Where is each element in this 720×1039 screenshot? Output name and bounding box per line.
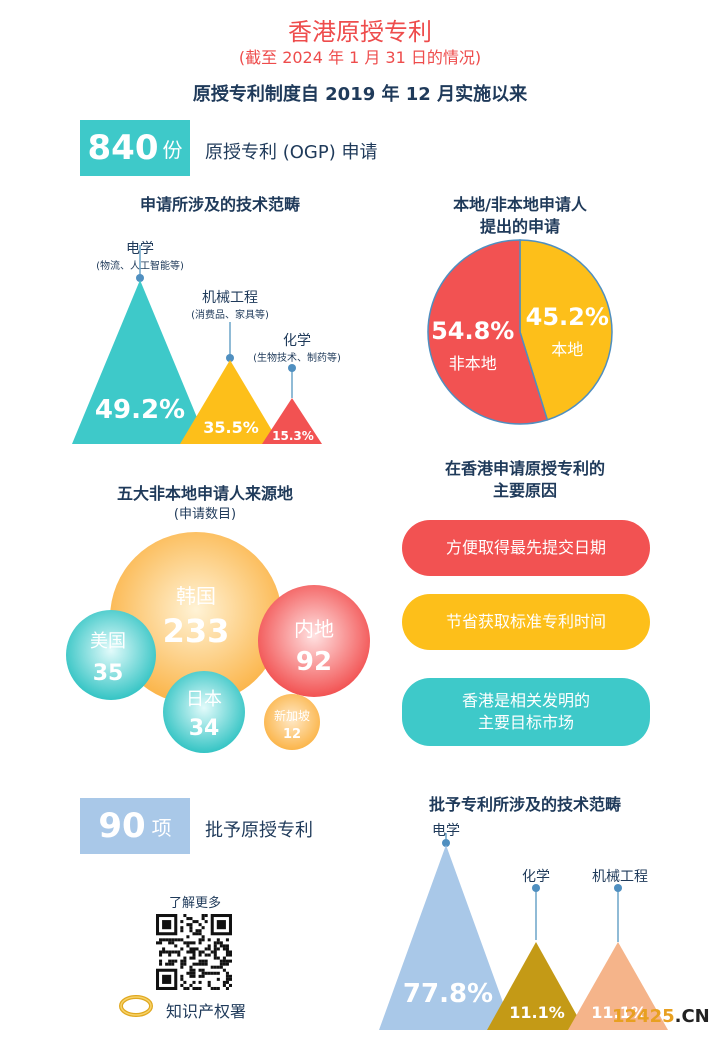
applicants-title: 本地/非本地申请人 提出的申请	[410, 194, 630, 238]
reason-1-line1: 方便取得最先提交日期	[445, 538, 606, 557]
bubble-japan-name: 日本	[186, 689, 222, 710]
bubble-mainland-count: 92	[296, 647, 332, 677]
tech-fields-title: 申请所涉及的技术范畴	[139, 195, 300, 214]
pie-slice-local	[519, 239, 613, 421]
applicants-pie: 45.2% 本地 54.8% 非本地	[427, 239, 613, 425]
granted-label-mechanical: 机械工程	[592, 869, 648, 885]
watermark: 12425.CN	[612, 1006, 710, 1027]
granted-label-electrical: 电学	[432, 823, 460, 839]
granted-fields-title: 批予专利所涉及的技术范畴	[428, 795, 621, 814]
sources-subtitle: (申请数目)	[173, 507, 237, 522]
tech-percent-electrical: 49.2%	[95, 395, 185, 425]
tech-label-chemical: 化学	[283, 333, 311, 349]
tech-note-chemical: (生物技术、制药等)	[253, 353, 341, 364]
applications-count: 840	[87, 128, 159, 168]
reason-pill-2: 节省获取标准专利时间	[402, 594, 650, 650]
applicants-title-line2: 提出的申请	[479, 217, 560, 236]
pie-slice-nonlocal-percent: 54.8%	[431, 317, 514, 345]
reason-pill-1: 方便取得最先提交日期	[402, 520, 650, 576]
learn-more-label: 了解更多	[168, 896, 221, 911]
pie-slice-nonlocal	[427, 239, 549, 425]
org-name: 知识产权署	[166, 1002, 247, 1021]
bubble-usa	[66, 610, 156, 700]
reason-pill-3: 香港是相关发明的 主要目标市场	[402, 678, 650, 746]
granted-triangle-electrical	[379, 845, 513, 1030]
pie-slice-local-label: 本地	[551, 340, 583, 359]
pie-slice-nonlocal-label: 非本地	[449, 354, 497, 373]
applications-kpi-box: 840 份	[80, 120, 190, 176]
bubble-japan	[163, 671, 245, 753]
applicants-title-line1: 本地/非本地申请人	[453, 195, 587, 214]
granted-label: 批予原授专利	[205, 820, 313, 841]
tech-percent-chemical: 15.3%	[272, 429, 314, 443]
granted-count: 90	[98, 806, 146, 846]
tech-triangle-mechanical	[180, 360, 280, 444]
reason-3-line2: 主要目标市场	[477, 713, 574, 732]
tech-triangle-electrical	[72, 280, 208, 444]
pie-slice-local-percent: 45.2%	[526, 303, 609, 331]
tech-note-mechanical: (消费品、家具等)	[191, 310, 269, 321]
granted-triangle-chemical	[487, 942, 585, 1030]
tech-label-mechanical: 机械工程	[202, 290, 258, 306]
watermark-suffix: .CN	[674, 1006, 710, 1027]
qr-code-icon[interactable]	[156, 914, 232, 990]
granted-label-chemical: 化学	[522, 869, 550, 885]
bubble-japan-count: 34	[189, 716, 220, 741]
bubble-mainland-name: 内地	[294, 617, 334, 641]
applications-label: 原授专利 (OGP) 申请	[205, 142, 378, 163]
bubble-usa-name: 美国	[90, 631, 126, 652]
granted-unit: 项	[151, 815, 172, 840]
granted-percent-electrical: 77.8%	[403, 979, 493, 1009]
bubble-korea-count: 233	[163, 612, 230, 650]
tech-percent-mechanical: 35.5%	[203, 418, 259, 437]
granted-percent-mechanical: 11.1%	[591, 1003, 647, 1022]
granted-kpi-box: 90 项	[80, 798, 190, 854]
page-title: 香港原授专利	[288, 18, 432, 46]
bubble-singapore-count: 12	[283, 727, 301, 742]
tech-triangle-chemical	[262, 398, 322, 444]
reasons-title: 在香港申请原授专利的 主要原因	[400, 458, 650, 502]
watermark-number: 12425	[612, 1006, 675, 1027]
bubble-usa-count: 35	[93, 661, 124, 686]
reason-2-line1: 节省获取标准专利时间	[445, 612, 606, 631]
bubble-singapore-name: 新加坡	[274, 708, 310, 723]
reasons-title-line2: 主要原因	[492, 481, 557, 500]
reason-3-line1: 香港是相关发明的	[461, 691, 590, 710]
granted-triangle-mechanical	[568, 942, 668, 1030]
bubble-mainland	[258, 585, 370, 697]
page-subtitle: (截至 2024 年 1 月 31 日的情况)	[238, 48, 482, 67]
granted-percent-chemical: 11.1%	[509, 1003, 565, 1022]
applications-unit: 份	[162, 137, 183, 162]
headline: 原授专利制度自 2019 年 12 月实施以来	[192, 84, 528, 105]
reasons-title-line1: 在香港申请原授专利的	[444, 459, 605, 478]
sources-title: 五大非本地申请人来源地	[116, 484, 293, 503]
ipd-logo-icon	[119, 995, 153, 1017]
bubble-korea-name: 韩国	[176, 584, 216, 608]
bubble-singapore	[264, 694, 320, 750]
